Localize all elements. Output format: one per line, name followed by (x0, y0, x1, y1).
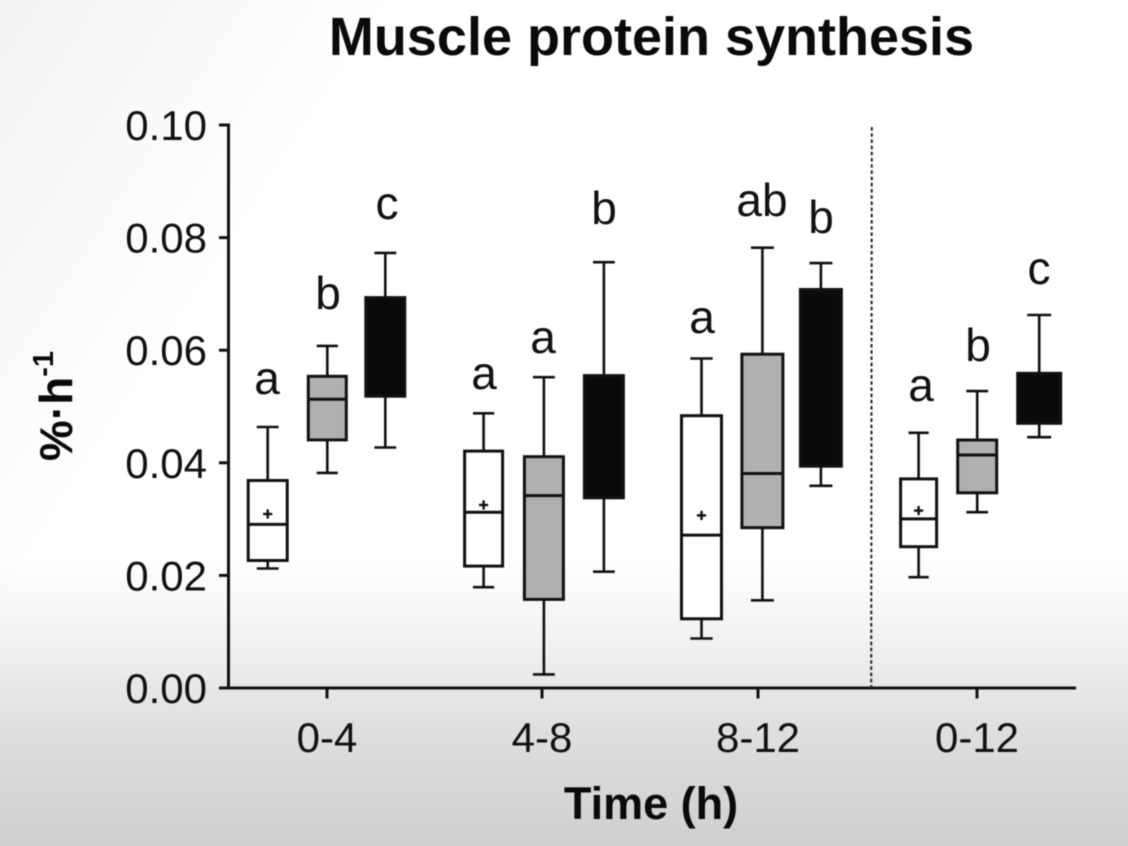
svg-text:a: a (908, 359, 934, 411)
svg-text:a: a (471, 347, 497, 399)
svg-text:a: a (254, 352, 280, 404)
svg-text:c: c (376, 177, 399, 229)
svg-text:b: b (965, 319, 991, 371)
svg-text:%·h-1: %·h-1 (28, 351, 82, 461)
svg-text:Time (h): Time (h) (564, 778, 738, 829)
svg-text:0-12: 0-12 (935, 714, 1019, 761)
svg-text:Muscle protein synthesis: Muscle protein synthesis (329, 7, 974, 67)
svg-text:4-8: 4-8 (512, 714, 573, 761)
svg-text:0.06: 0.06 (125, 327, 207, 374)
svg-text:8-12: 8-12 (716, 714, 800, 761)
svg-text:b: b (591, 182, 617, 234)
svg-text:b: b (808, 191, 834, 243)
svg-text:ab: ab (736, 174, 787, 226)
svg-text:0-4: 0-4 (297, 714, 358, 761)
svg-text:b: b (315, 267, 341, 319)
svg-text:0.08: 0.08 (125, 215, 207, 262)
svg-text:0.04: 0.04 (125, 440, 207, 487)
svg-text:0.10: 0.10 (125, 102, 207, 149)
svg-text:c: c (1028, 242, 1051, 294)
svg-text:0.00: 0.00 (125, 665, 207, 712)
svg-text:a: a (689, 291, 715, 343)
svg-text:0.02: 0.02 (125, 552, 207, 599)
svg-text:a: a (530, 311, 556, 363)
